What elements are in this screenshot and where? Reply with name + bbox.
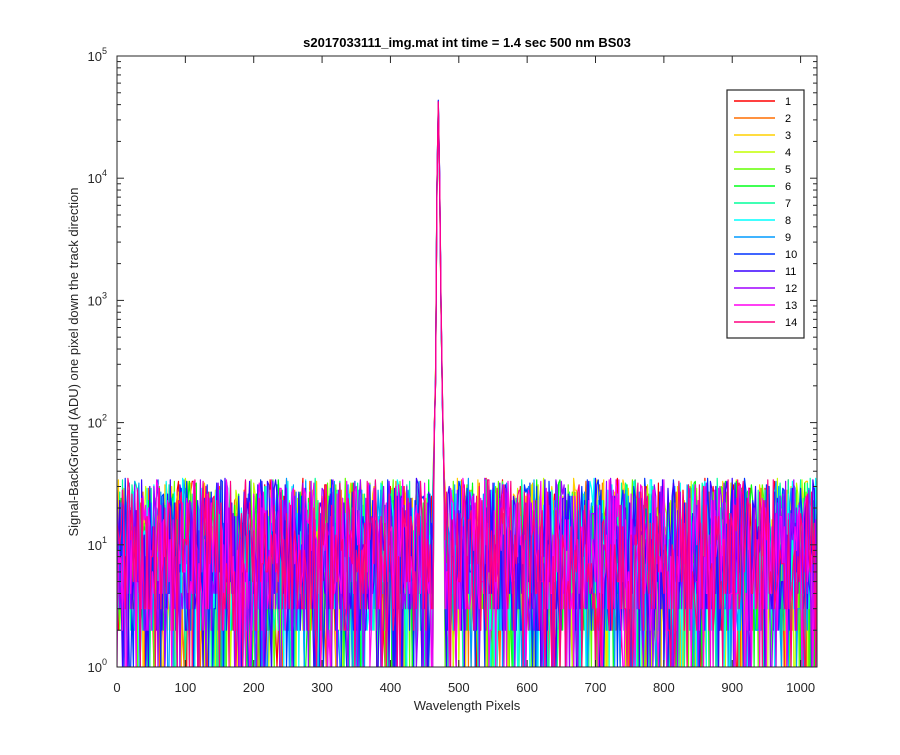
x-tick-label: 500: [448, 680, 470, 695]
axes-box: [116, 55, 818, 668]
legend-label-11: 11: [785, 266, 796, 278]
x-axis-label: Wavelength Pixels: [414, 698, 521, 713]
x-tick-label: 800: [653, 680, 675, 695]
axis-ticks: 0 100 200 300 400 500 600 700 800 900 100010010110…: [88, 46, 817, 695]
legend-label-13: 13: [785, 300, 797, 312]
y-tick-label: 102: [88, 413, 107, 431]
x-tick-label: 0: [113, 680, 120, 695]
legend-label-2: 2: [785, 113, 791, 125]
x-tick-label: 200: [243, 680, 265, 695]
plot-area: [117, 99, 817, 667]
x-tick-label: 400: [380, 680, 402, 695]
legend-label-3: 3: [785, 130, 791, 142]
legend-box: [726, 89, 805, 339]
y-tick-label: 100: [88, 657, 107, 675]
legend-label-6: 6: [785, 181, 791, 193]
x-tick-label: 600: [516, 680, 538, 695]
x-tick-label: 300: [311, 680, 333, 695]
x-tick-label: 1000: [786, 680, 815, 695]
legend-label-9: 9: [785, 232, 791, 244]
legend-label-4: 4: [785, 147, 791, 159]
chart-title: s2017033111_img.mat int time = 1.4 sec 5…: [303, 35, 631, 50]
y-tick-label: 104: [88, 168, 107, 186]
x-tick-label: 900: [721, 680, 743, 695]
legend-label-5: 5: [785, 164, 791, 176]
series-line-14: [117, 101, 817, 667]
y-axis-label: Signal-BackGround (ADU) one pixel down t…: [66, 187, 81, 536]
legend-label-12: 12: [785, 283, 797, 295]
y-tick-label: 103: [88, 290, 107, 308]
legend-label-14: 14: [785, 317, 797, 329]
legend-label-7: 7: [785, 198, 791, 210]
x-tick-label: 100: [175, 680, 197, 695]
y-tick-label: 101: [88, 535, 107, 553]
legend-label-1: 1: [785, 96, 791, 108]
legend-label-10: 10: [785, 249, 797, 261]
y-tick-label: 105: [88, 46, 107, 64]
x-tick-label: 700: [585, 680, 607, 695]
legend-label-8: 8: [785, 215, 791, 227]
